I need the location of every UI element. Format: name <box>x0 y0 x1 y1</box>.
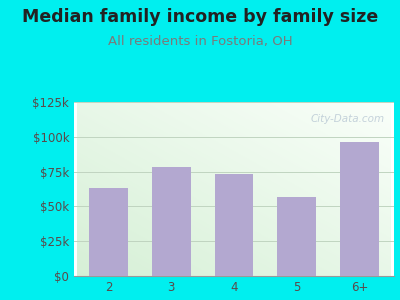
Text: All residents in Fostoria, OH: All residents in Fostoria, OH <box>108 34 292 47</box>
Bar <box>340 142 379 276</box>
Bar <box>89 188 128 276</box>
Text: City-Data.com: City-Data.com <box>310 114 384 124</box>
Bar <box>214 174 254 276</box>
Text: Median family income by family size: Median family income by family size <box>22 8 378 26</box>
Bar <box>152 167 191 276</box>
Bar <box>277 197 316 276</box>
